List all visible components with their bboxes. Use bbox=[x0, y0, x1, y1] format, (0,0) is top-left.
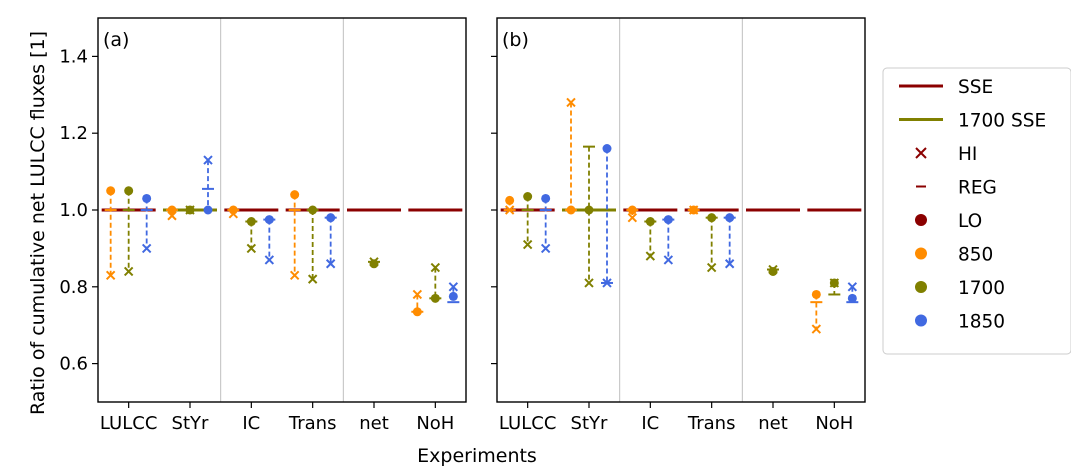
lo-marker-1850 bbox=[326, 213, 336, 223]
hi-marker-850 bbox=[412, 289, 423, 300]
hi-marker-1850 bbox=[724, 259, 735, 269]
lo-marker-1700 bbox=[369, 259, 379, 269]
lo-marker-1850 bbox=[142, 193, 152, 203]
legend-frame bbox=[882, 67, 1071, 355]
lo-marker-850 bbox=[290, 190, 300, 200]
panel-label: (a) bbox=[103, 29, 129, 51]
hi-marker-1850 bbox=[540, 243, 551, 254]
lo-marker-1850 bbox=[725, 213, 735, 223]
hi-marker-1700 bbox=[706, 262, 717, 273]
lo-marker-1850 bbox=[602, 144, 612, 154]
legend-dot-marker bbox=[915, 214, 927, 226]
x-tick-label: IC bbox=[242, 413, 260, 434]
legend-dot-marker bbox=[915, 281, 927, 293]
legend-label: HI bbox=[958, 144, 977, 165]
lo-marker-1700 bbox=[829, 278, 839, 288]
x-tick-label: LULCC bbox=[100, 413, 157, 434]
panels-layer: 0.6 0.8 1.0 1.2 1.4 LULCC StYr IC Trans net NoH (a)… bbox=[59, 17, 866, 434]
y-tick-label: 1.2 bbox=[59, 123, 88, 144]
lo-marker-850 bbox=[412, 307, 422, 317]
legend-dot-marker bbox=[915, 314, 927, 327]
x-tick-label: Trans bbox=[288, 413, 337, 434]
panel-a: 0.6 0.8 1.0 1.2 1.4 LULCC StYr IC Trans net NoH (a) bbox=[59, 17, 467, 434]
legend-label: 1850 bbox=[958, 312, 1005, 333]
lo-marker-850 bbox=[689, 205, 699, 215]
hi-marker-850 bbox=[105, 270, 116, 280]
panel-label: (b) bbox=[502, 29, 529, 51]
y-tick-label: 1.4 bbox=[59, 46, 88, 67]
legend-label: 1700 bbox=[958, 278, 1005, 299]
legend-label: REG bbox=[958, 178, 997, 199]
lo-marker-850 bbox=[228, 205, 238, 215]
hi-marker-1700 bbox=[307, 274, 318, 284]
lo-marker-1700 bbox=[124, 186, 134, 196]
hi-marker-1700 bbox=[645, 251, 656, 261]
hi-marker-1850 bbox=[325, 259, 336, 269]
x-tick-label: LULCC bbox=[499, 413, 556, 434]
hi-marker-850 bbox=[566, 97, 576, 108]
legend-label: 850 bbox=[958, 245, 993, 266]
hi-marker-1850 bbox=[847, 282, 858, 292]
panel-frame bbox=[97, 17, 467, 403]
panel-b: LULCC StYr IC Trans net NoH (b) bbox=[491, 17, 866, 434]
lo-marker-1700 bbox=[246, 217, 256, 227]
legend-dot-marker bbox=[915, 247, 927, 260]
x-tick-label: net bbox=[758, 413, 788, 434]
x-tick-label: StYr bbox=[172, 413, 209, 434]
x-tick-label: StYr bbox=[571, 413, 608, 434]
x-tick-label: NoH bbox=[416, 413, 454, 434]
legend: SSE 1700 SSE HI REG LO 850 1700 1850 bbox=[882, 67, 1071, 355]
legend-x-marker bbox=[915, 147, 927, 159]
hi-marker-850 bbox=[811, 324, 822, 334]
legend-label: 1700 SSE bbox=[958, 111, 1046, 132]
hi-marker-1850 bbox=[203, 155, 213, 165]
hi-marker-1700 bbox=[246, 243, 257, 254]
lo-marker-1850 bbox=[448, 291, 458, 301]
hi-marker-850 bbox=[504, 205, 515, 215]
lo-marker-1700 bbox=[308, 205, 318, 215]
x-tick-label: net bbox=[359, 413, 389, 434]
lo-marker-1850 bbox=[663, 215, 673, 225]
x-tick-label: Trans bbox=[687, 413, 736, 434]
y-tick-label: 1.0 bbox=[59, 200, 88, 221]
hi-marker-1700 bbox=[123, 266, 134, 277]
lo-marker-1700 bbox=[430, 293, 440, 303]
hi-marker-1850 bbox=[448, 282, 459, 292]
lo-marker-850 bbox=[811, 289, 821, 299]
lo-marker-1700 bbox=[584, 205, 594, 215]
lo-marker-1700 bbox=[645, 217, 655, 227]
lo-marker-850 bbox=[167, 205, 177, 215]
lo-marker-1850 bbox=[203, 205, 213, 215]
hi-marker-850 bbox=[289, 270, 300, 280]
lo-marker-850 bbox=[505, 195, 515, 205]
hi-marker-1850 bbox=[663, 255, 674, 265]
hi-marker-1850 bbox=[602, 278, 612, 288]
x-tick-label: IC bbox=[641, 413, 659, 434]
lo-marker-1700 bbox=[185, 205, 195, 215]
lo-marker-1850 bbox=[541, 193, 551, 203]
lo-marker-850 bbox=[627, 205, 637, 215]
y-axis-label: Ratio of cumulative net LULCC fluxes [1] bbox=[27, 31, 49, 415]
legend-label: SSE bbox=[958, 77, 993, 98]
lo-marker-850 bbox=[106, 186, 116, 196]
y-tick-label: 0.6 bbox=[59, 354, 88, 375]
lo-marker-1850 bbox=[847, 293, 857, 303]
lo-marker-1700 bbox=[707, 213, 717, 223]
y-tick-label: 0.8 bbox=[59, 277, 88, 298]
panel-frame bbox=[496, 17, 866, 403]
lo-marker-1850 bbox=[264, 215, 274, 225]
hi-marker-1700 bbox=[584, 278, 594, 288]
hi-marker-850 bbox=[627, 212, 638, 223]
lo-marker-1700 bbox=[523, 192, 533, 202]
hi-marker-1700 bbox=[430, 262, 441, 273]
x-axis-label: Experiments bbox=[417, 445, 537, 467]
x-tick-label: NoH bbox=[815, 413, 853, 434]
lo-marker-850 bbox=[566, 205, 576, 215]
hi-marker-1850 bbox=[264, 255, 275, 265]
legend-label: LO bbox=[958, 211, 982, 232]
hi-marker-1850 bbox=[141, 243, 152, 254]
hi-marker-1700 bbox=[522, 239, 533, 250]
lo-marker-1700 bbox=[768, 266, 778, 276]
